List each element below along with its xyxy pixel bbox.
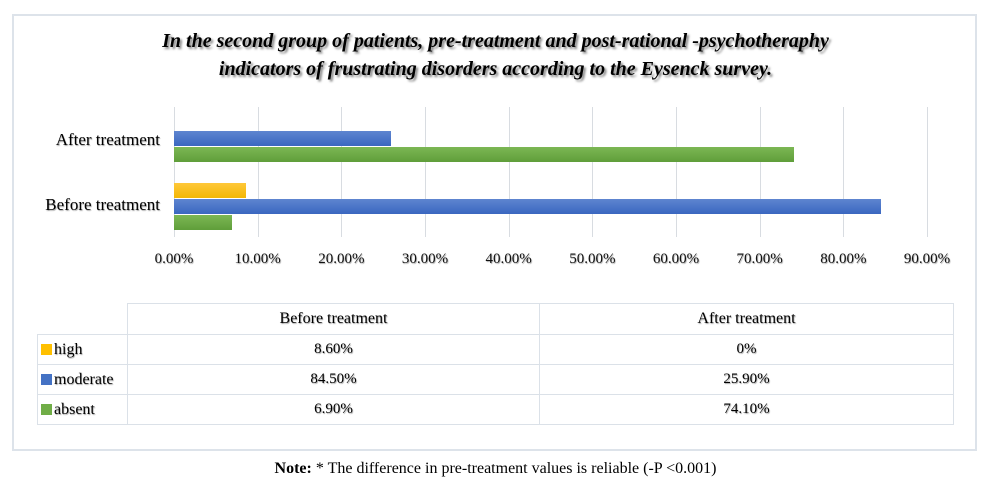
chart-title: In the second group of patients, pre-tre… (0, 27, 991, 83)
gridline (759, 107, 761, 237)
x-axis-tick-label: 30.00% (401, 251, 449, 267)
legend-key-moderate-icon (41, 373, 52, 385)
legend-label-moderate: moderate (54, 370, 114, 388)
x-axis: 0.00% 10.00% 20.00% 30.00% 40.00% 50.00% 60.00… (155, 251, 951, 271)
gridline (174, 107, 175, 237)
legend-cell-moderate: moderate (37, 364, 128, 395)
x-axis-tick-label: 20.00% (318, 251, 365, 267)
legend-cell-high: high (37, 334, 128, 365)
gridline (341, 107, 343, 237)
cell-absent-before: 6.90% (127, 394, 540, 425)
gridline (592, 107, 594, 237)
x-axis-tick-label: 40.00% (485, 251, 532, 267)
table-header-row: Before treatment After treatment (37, 303, 954, 335)
footnote-text: * The difference in pre-treatment values… (311, 460, 717, 477)
gridline (676, 107, 677, 237)
category-label-before-treatment: Before treatment (45, 195, 160, 214)
table-row-absent: absent 6.90% 74.10% (37, 394, 954, 425)
category-label-after-treatment: After treatment (55, 130, 160, 149)
footnote-label: Note: (274, 460, 312, 477)
x-axis-tick-label: 70.00% (736, 251, 783, 267)
bar-high-before-treatment (174, 183, 246, 198)
gridline (508, 107, 510, 237)
legend-key-high-icon (41, 343, 52, 355)
cell-moderate-before: 84.50% (127, 364, 540, 395)
cell-high-after: 0% (539, 334, 954, 365)
x-axis-tick-label: 50.00% (569, 251, 616, 267)
table-row-high: high 8.60% 0% (37, 334, 954, 365)
gridline (843, 107, 845, 237)
bar-absent-after-treatment (174, 147, 794, 162)
chart-title-line1: In the second group of patients, pre-tre… (162, 30, 829, 52)
cell-moderate-after: 25.90% (539, 364, 954, 395)
bar-moderate-after-treatment (174, 131, 391, 146)
bar-absent-before-treatment (174, 215, 232, 230)
gridline (927, 107, 928, 237)
x-axis-tick-label: 10.00% (234, 251, 281, 267)
cell-absent-after: 74.10% (539, 394, 954, 425)
gridline (257, 107, 259, 237)
legend-label-absent: absent (54, 400, 95, 418)
gridline (425, 107, 426, 237)
table-row-moderate: moderate 84.50% 25.90% (37, 364, 954, 395)
cell-high-before: 8.60% (127, 334, 540, 365)
footnote: Note: * The difference in pre-treatment … (0, 460, 991, 478)
table-header-after-treatment: After treatment (539, 303, 954, 335)
table-corner-cell (37, 303, 128, 335)
bar-moderate-before-treatment (174, 199, 881, 214)
data-table: Before treatment After treatment high 8.… (37, 303, 954, 425)
x-axis-tick-label: 90.00% (903, 251, 951, 267)
plot-area (174, 107, 928, 237)
x-axis-tick-label: 60.00% (652, 251, 700, 267)
legend-cell-absent: absent (37, 394, 128, 425)
x-axis-tick-label: 0.00% (154, 251, 194, 267)
legend-label-high: high (54, 340, 83, 358)
legend-key-absent-icon (41, 403, 52, 415)
table-header-before-treatment: Before treatment (127, 303, 540, 335)
x-axis-tick-label: 80.00% (820, 251, 867, 267)
chart-title-line2: indicators of frustrating disorders acco… (218, 58, 773, 80)
